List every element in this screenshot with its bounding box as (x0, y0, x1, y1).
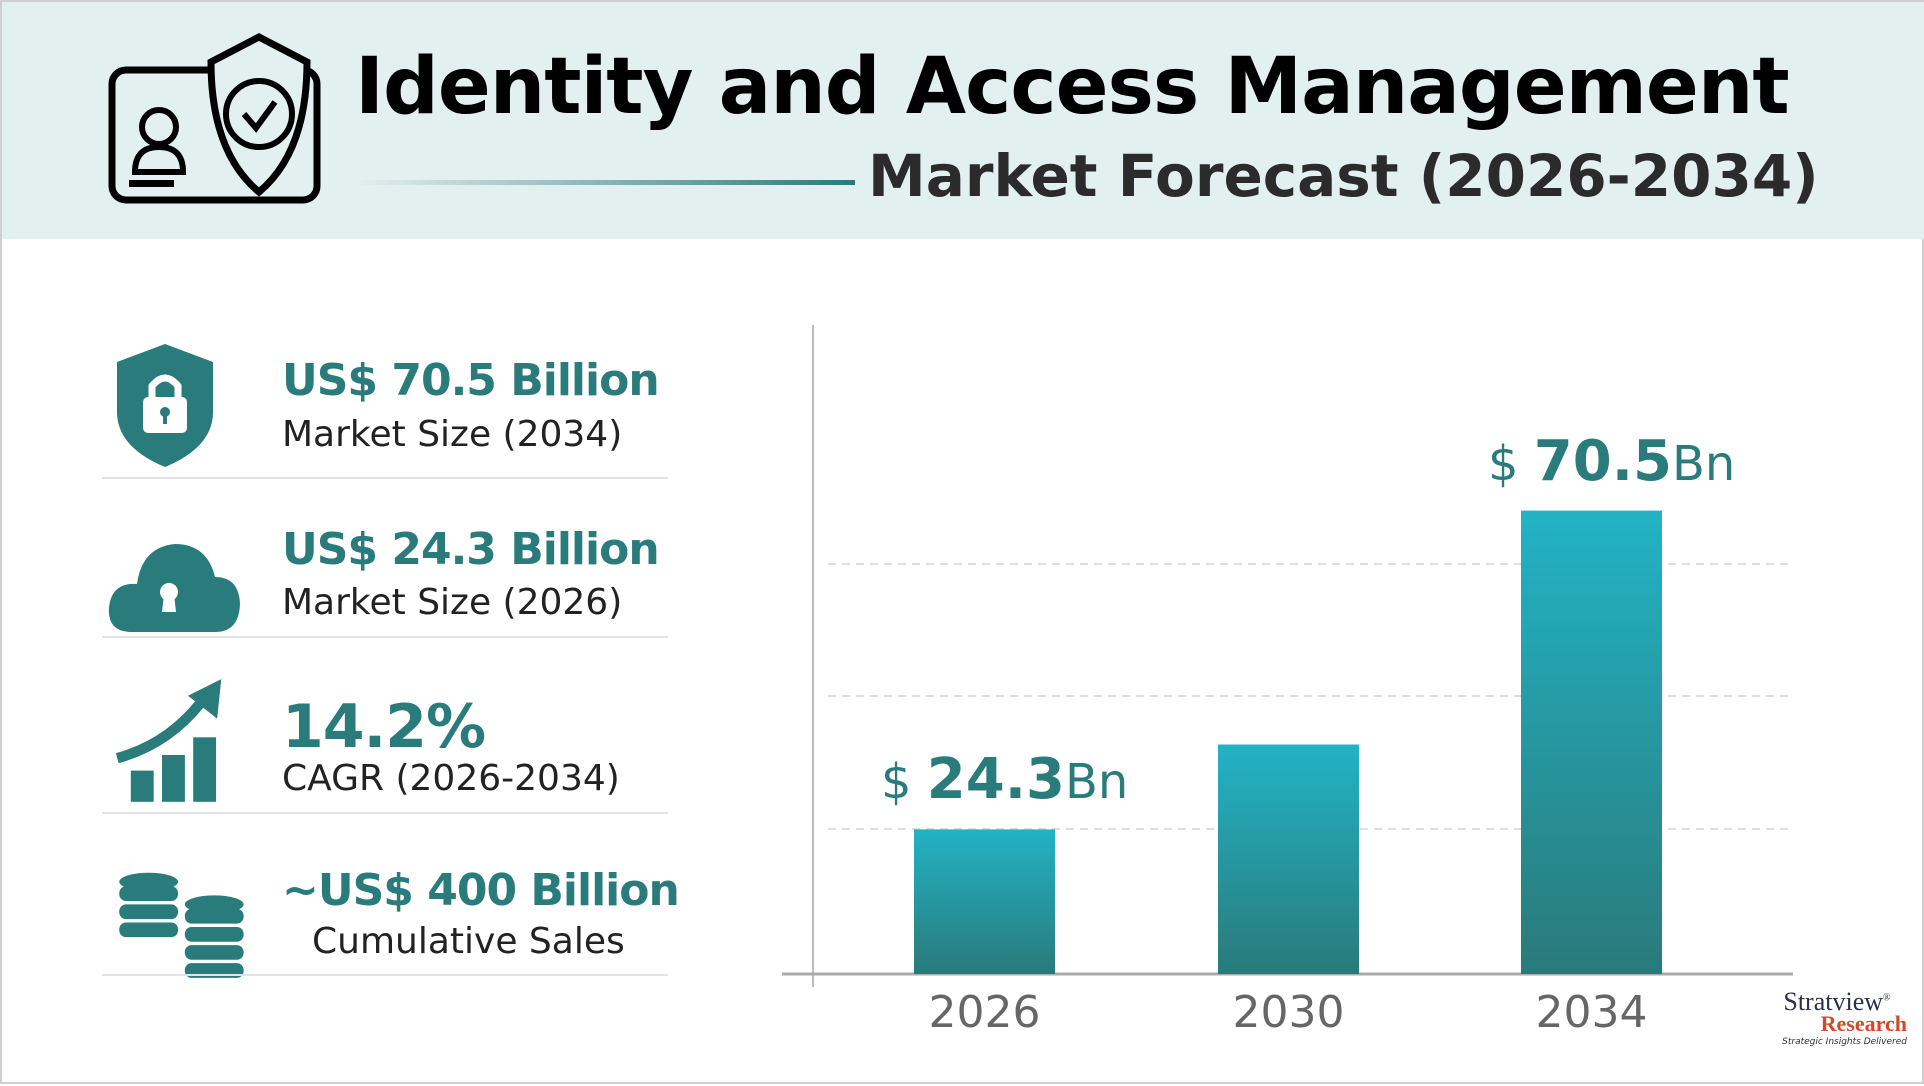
growth-chart-icon (115, 679, 222, 802)
page-subtitle: Market Forecast (2026-2034) (868, 142, 1819, 210)
x-tick-label: 2030 (1232, 987, 1345, 1038)
x-tick-label: 2034 (1535, 987, 1648, 1038)
page-title: Identity and Access Management (355, 42, 1790, 132)
data-label: $ 24.3Bn (881, 747, 1129, 813)
stat-value: US$ 70.5 Billion (282, 355, 660, 406)
cloud-lock-icon (108, 544, 240, 632)
shield-lock-icon (117, 344, 213, 467)
bar-2026 (914, 829, 1055, 974)
stat-value: ~US$ 400 Billion (282, 865, 680, 916)
bar-2034 (1521, 510, 1662, 974)
stat-label: Cumulative Sales (312, 921, 625, 962)
stat-value: US$ 24.3 Billion (282, 524, 660, 575)
header-banner (2, 2, 1924, 239)
stratview-logo: Stratview® Research Strategic Insights D… (1782, 987, 1907, 1047)
stat-value: 14.2% (282, 692, 486, 762)
divider (102, 974, 668, 976)
x-tick-label: 2026 (928, 987, 1041, 1038)
divider (102, 477, 668, 479)
bar-2030 (1218, 744, 1359, 974)
data-label: $ 70.5Bn (1488, 428, 1736, 494)
stat-label: CAGR (2026-2034) (282, 758, 620, 799)
divider (102, 636, 668, 638)
stat-label: Market Size (2026) (282, 582, 623, 623)
stat-label: Market Size (2034) (282, 414, 623, 455)
subtitle-divider (355, 180, 855, 185)
id-card-shield-icon (108, 33, 321, 204)
divider (102, 812, 668, 814)
